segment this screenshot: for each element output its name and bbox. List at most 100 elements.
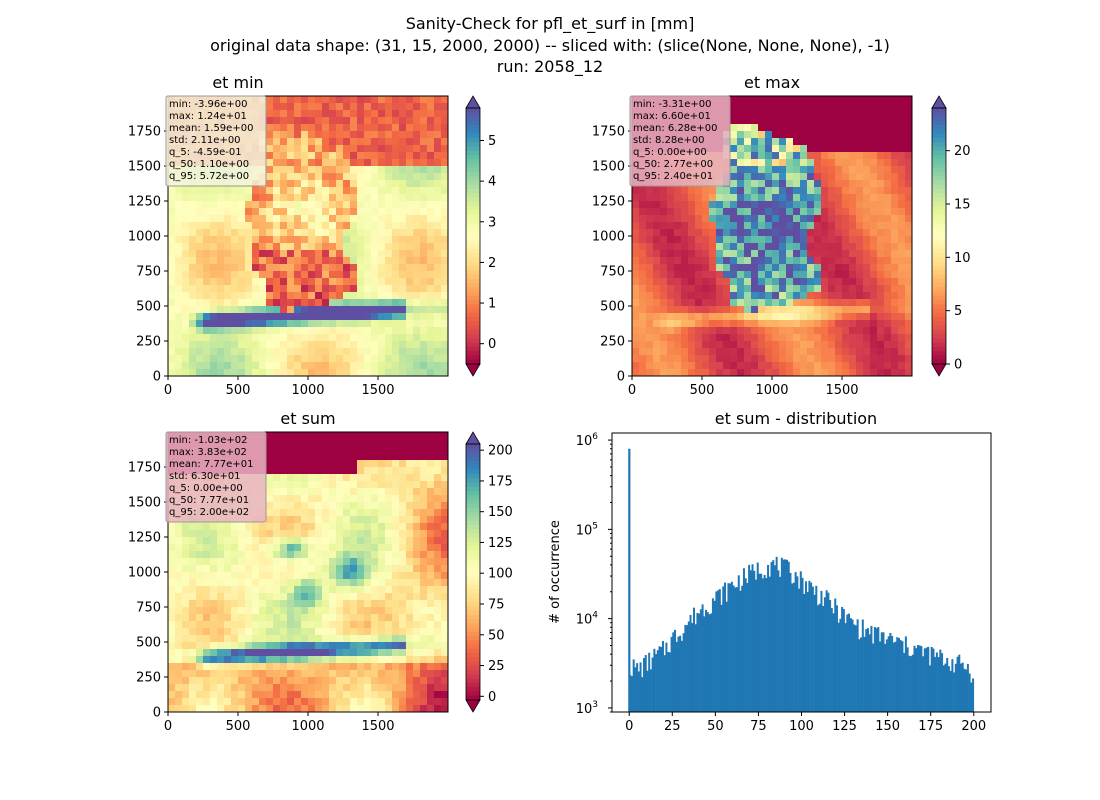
heatmap-cell: [828, 320, 836, 328]
heatmap-cell: [835, 243, 843, 251]
heatmap-cell: [350, 117, 358, 125]
heatmap-cell: [681, 215, 689, 223]
heatmap-cell: [399, 348, 407, 356]
heatmap-cell: [371, 222, 379, 230]
heatmap-cell: [336, 663, 344, 671]
heatmap-cell: [343, 579, 351, 587]
heatmap-cell: [898, 103, 906, 111]
heatmap-cell: [765, 313, 773, 321]
heatmap-cell: [224, 264, 232, 272]
heatmap-cell: [842, 327, 850, 335]
heatmap-cell: [406, 320, 414, 328]
colorbar-segment: [466, 278, 480, 284]
heatmap-cell: [441, 320, 449, 328]
heatmap-cell: [231, 607, 239, 615]
heatmap-cell: [786, 103, 794, 111]
heatmap-cell: [856, 138, 864, 146]
heatmap-cell: [399, 229, 407, 237]
heatmap-cell: [427, 607, 435, 615]
heatmap-cell: [427, 565, 435, 573]
heatmap-cell: [779, 222, 787, 230]
heatmap-cell: [856, 124, 864, 132]
heatmap-cell: [800, 320, 808, 328]
heatmap-cell: [210, 586, 218, 594]
heatmap-cell: [217, 257, 225, 265]
heatmap-cell: [350, 663, 358, 671]
heatmap-cell: [189, 243, 197, 251]
heatmap-cell: [793, 166, 801, 174]
heatmap-cell: [259, 558, 267, 566]
heatmap-cell: [420, 187, 428, 195]
heatmap-cell: [891, 236, 899, 244]
heatmap-cell: [413, 565, 421, 573]
heatmap-cell: [273, 152, 281, 160]
heatmap-cell: [849, 166, 857, 174]
heatmap-cell: [189, 621, 197, 629]
heatmap-cell: [744, 320, 752, 328]
heatmap-cell: [800, 348, 808, 356]
heatmap-cell: [329, 110, 337, 118]
heatmap-cell: [441, 663, 449, 671]
heatmap-cell: [821, 257, 829, 265]
heatmap-cell: [420, 103, 428, 111]
heatmap-cell: [189, 593, 197, 601]
heatmap-cell: [737, 369, 745, 377]
heatmap-cell: [182, 523, 190, 531]
heatmap-cell: [877, 152, 885, 160]
stats-line: min: -3.31e+00: [633, 99, 712, 110]
heatmap-cell: [371, 593, 379, 601]
heatmap-cell: [378, 495, 386, 503]
colorbar-segment: [466, 300, 480, 305]
heatmap-cell: [842, 355, 850, 363]
heatmap-cell: [196, 628, 204, 636]
heatmap-cell: [350, 138, 358, 146]
heatmap-cell: [835, 124, 843, 132]
heatmap-cell: [371, 537, 379, 545]
heatmap-cell: [427, 187, 435, 195]
heatmap-cell: [203, 215, 211, 223]
heatmap-cell: [308, 166, 316, 174]
heatmap-cell: [273, 271, 281, 279]
heatmap-cell: [224, 670, 232, 678]
heatmap-cell: [182, 614, 190, 622]
heatmap-cell: [877, 362, 885, 370]
heatmap-cell: [828, 257, 836, 265]
heatmap-cell: [716, 215, 724, 223]
heatmap-cell: [301, 96, 309, 104]
heatmap-cell: [245, 250, 253, 258]
heatmap-cell: [196, 362, 204, 370]
heatmap-cell: [695, 341, 703, 349]
heatmap-cell: [856, 348, 864, 356]
heatmap-cell: [385, 656, 393, 664]
heatmap-cell: [723, 229, 731, 237]
heatmap-cell: [385, 320, 393, 328]
heatmap-cell: [238, 194, 246, 202]
heatmap-cell: [287, 138, 295, 146]
heatmap-cell: [639, 257, 647, 265]
colorbar-segment: [466, 227, 480, 233]
heatmap-cell: [182, 271, 190, 279]
heatmap-cell: [441, 579, 449, 587]
heatmap-cell: [287, 229, 295, 237]
heatmap-cell: [632, 187, 640, 195]
heatmap-cell: [336, 628, 344, 636]
heatmap-cell: [287, 110, 295, 118]
heatmap-cell: [849, 229, 857, 237]
heatmap-cell: [723, 264, 731, 272]
heatmap-cell: [441, 474, 449, 482]
heatmap-cell: [730, 306, 738, 314]
heatmap-cell: [842, 138, 850, 146]
heatmap-cell: [870, 173, 878, 181]
heatmap-cell: [357, 334, 365, 342]
heatmap-cell: [905, 159, 913, 167]
heatmap-cell: [905, 180, 913, 188]
heatmap-cell: [779, 187, 787, 195]
heatmap-cell: [287, 684, 295, 692]
heatmap-cell: [315, 572, 323, 580]
heatmap-cell: [779, 208, 787, 216]
heatmap-cell: [224, 698, 232, 706]
heatmap-cell: [420, 558, 428, 566]
heatmap-cell: [280, 593, 288, 601]
heatmap-cell: [392, 292, 400, 300]
heatmap-cell: [793, 194, 801, 202]
